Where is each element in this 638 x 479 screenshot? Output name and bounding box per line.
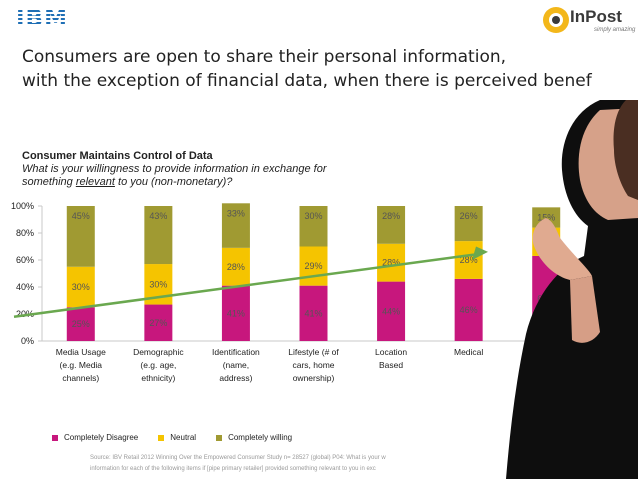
bar-segment — [221, 247, 250, 286]
data-label: 25% — [72, 319, 90, 329]
data-label: 44% — [382, 306, 400, 316]
bar-segment — [221, 203, 250, 248]
data-label: 43% — [149, 211, 167, 221]
y-tick-label: 100% — [11, 201, 34, 211]
category-label: (e.g. Media — [60, 360, 103, 370]
category-label: Location — [375, 347, 407, 357]
category-label: (e.g. age, — [140, 360, 176, 370]
bar-segment — [299, 206, 328, 247]
category-label: address) — [219, 373, 252, 383]
legend-label: Completely willing — [228, 433, 293, 442]
inpost-tagline: simply amazing — [594, 27, 636, 33]
bar-segment — [299, 246, 328, 286]
data-label: 45% — [72, 211, 90, 221]
category-label: (name, — [223, 360, 249, 370]
category-label: cars, home — [292, 360, 334, 370]
data-label: 30% — [72, 282, 90, 292]
title-line-2: with the exception of financial data, wh… — [22, 71, 592, 91]
source-line-2: information for each of the following it… — [90, 466, 376, 472]
legend-item: Completely willing — [216, 433, 292, 442]
chart-heading: Consumer Maintains Control of Data What … — [22, 150, 326, 189]
chart-question-line-1: What is your willingness to provide info… — [22, 163, 327, 175]
source-line-1: Source: IBV Retail 2012 Winning Over the… — [90, 455, 386, 461]
legend-item: Neutral — [158, 433, 196, 442]
page-title: Consumers are open to share their person… — [22, 45, 622, 93]
source-note: Source: IBV Retail 2012 Winning Over the… — [90, 453, 510, 475]
bar-segment — [299, 285, 328, 341]
data-label: 26% — [460, 211, 478, 221]
bar-segment — [66, 307, 95, 341]
legend-item: Completely Disagree — [52, 433, 138, 442]
y-tick-label: 0% — [21, 336, 34, 346]
bar-segment — [377, 243, 406, 282]
legend-swatch — [216, 434, 223, 441]
trend-arrow-head — [472, 246, 488, 260]
data-label: 28% — [382, 258, 400, 268]
bar-segment — [454, 206, 483, 242]
inpost-mark-icon — [543, 7, 569, 33]
y-tick-label: 80% — [16, 228, 34, 238]
category-label: ethnicity) — [141, 373, 175, 383]
ibm-logo: IBM — [16, 6, 68, 32]
category-label: Identification — [212, 347, 260, 357]
data-label: 28% — [382, 211, 400, 221]
y-tick-label: 40% — [16, 282, 34, 292]
bar-segment — [66, 206, 95, 267]
y-tick-label: 60% — [16, 255, 34, 265]
bar-segment — [66, 266, 95, 308]
chart-legend: Completely Disagree Neutral Completely wil… — [52, 433, 312, 443]
legend-label: Completely Disagree — [64, 433, 139, 442]
category-label: ownership) — [293, 373, 335, 383]
data-label: 41% — [304, 308, 322, 318]
legend-swatch — [52, 434, 58, 441]
bar-segment — [377, 206, 406, 244]
legend-label: Neutral — [170, 433, 197, 442]
category-label: channels) — [62, 373, 99, 383]
data-label: 15% — [537, 212, 555, 222]
data-label: 33% — [227, 208, 245, 218]
data-label: 41% — [227, 308, 245, 318]
bar-segment — [454, 278, 483, 341]
chart-question-line-2: something relevant to you (non-monetary)… — [22, 176, 233, 188]
data-label: 28% — [460, 255, 478, 265]
category-label: Demographic — [133, 347, 184, 357]
category-label: Medical — [454, 347, 483, 357]
category-label: Media Usage — [56, 347, 106, 357]
bar-segment — [377, 281, 406, 341]
data-label: 46% — [460, 305, 478, 315]
data-label: 30% — [149, 279, 167, 289]
category-label: Lifestyle (# of — [288, 347, 339, 357]
legend-swatch — [158, 434, 165, 441]
data-label: 30% — [304, 211, 322, 221]
chart-title: Consumer Maintains Control of Data — [22, 150, 213, 162]
data-label: 29% — [304, 261, 322, 271]
title-line-1: Consumers are open to share their person… — [22, 47, 507, 67]
inpost-wordmark: InPost — [570, 7, 622, 26]
bar-segment — [221, 285, 250, 341]
data-label: 28% — [227, 262, 245, 272]
category-label: Based — [379, 360, 403, 370]
trend-arrow-line — [13, 253, 475, 318]
woman-photo — [506, 100, 638, 479]
bar-segment — [144, 206, 173, 265]
bar-segment — [144, 304, 173, 341]
inpost-logo: InPost simply amazing — [540, 4, 636, 38]
data-label: 27% — [149, 318, 167, 328]
